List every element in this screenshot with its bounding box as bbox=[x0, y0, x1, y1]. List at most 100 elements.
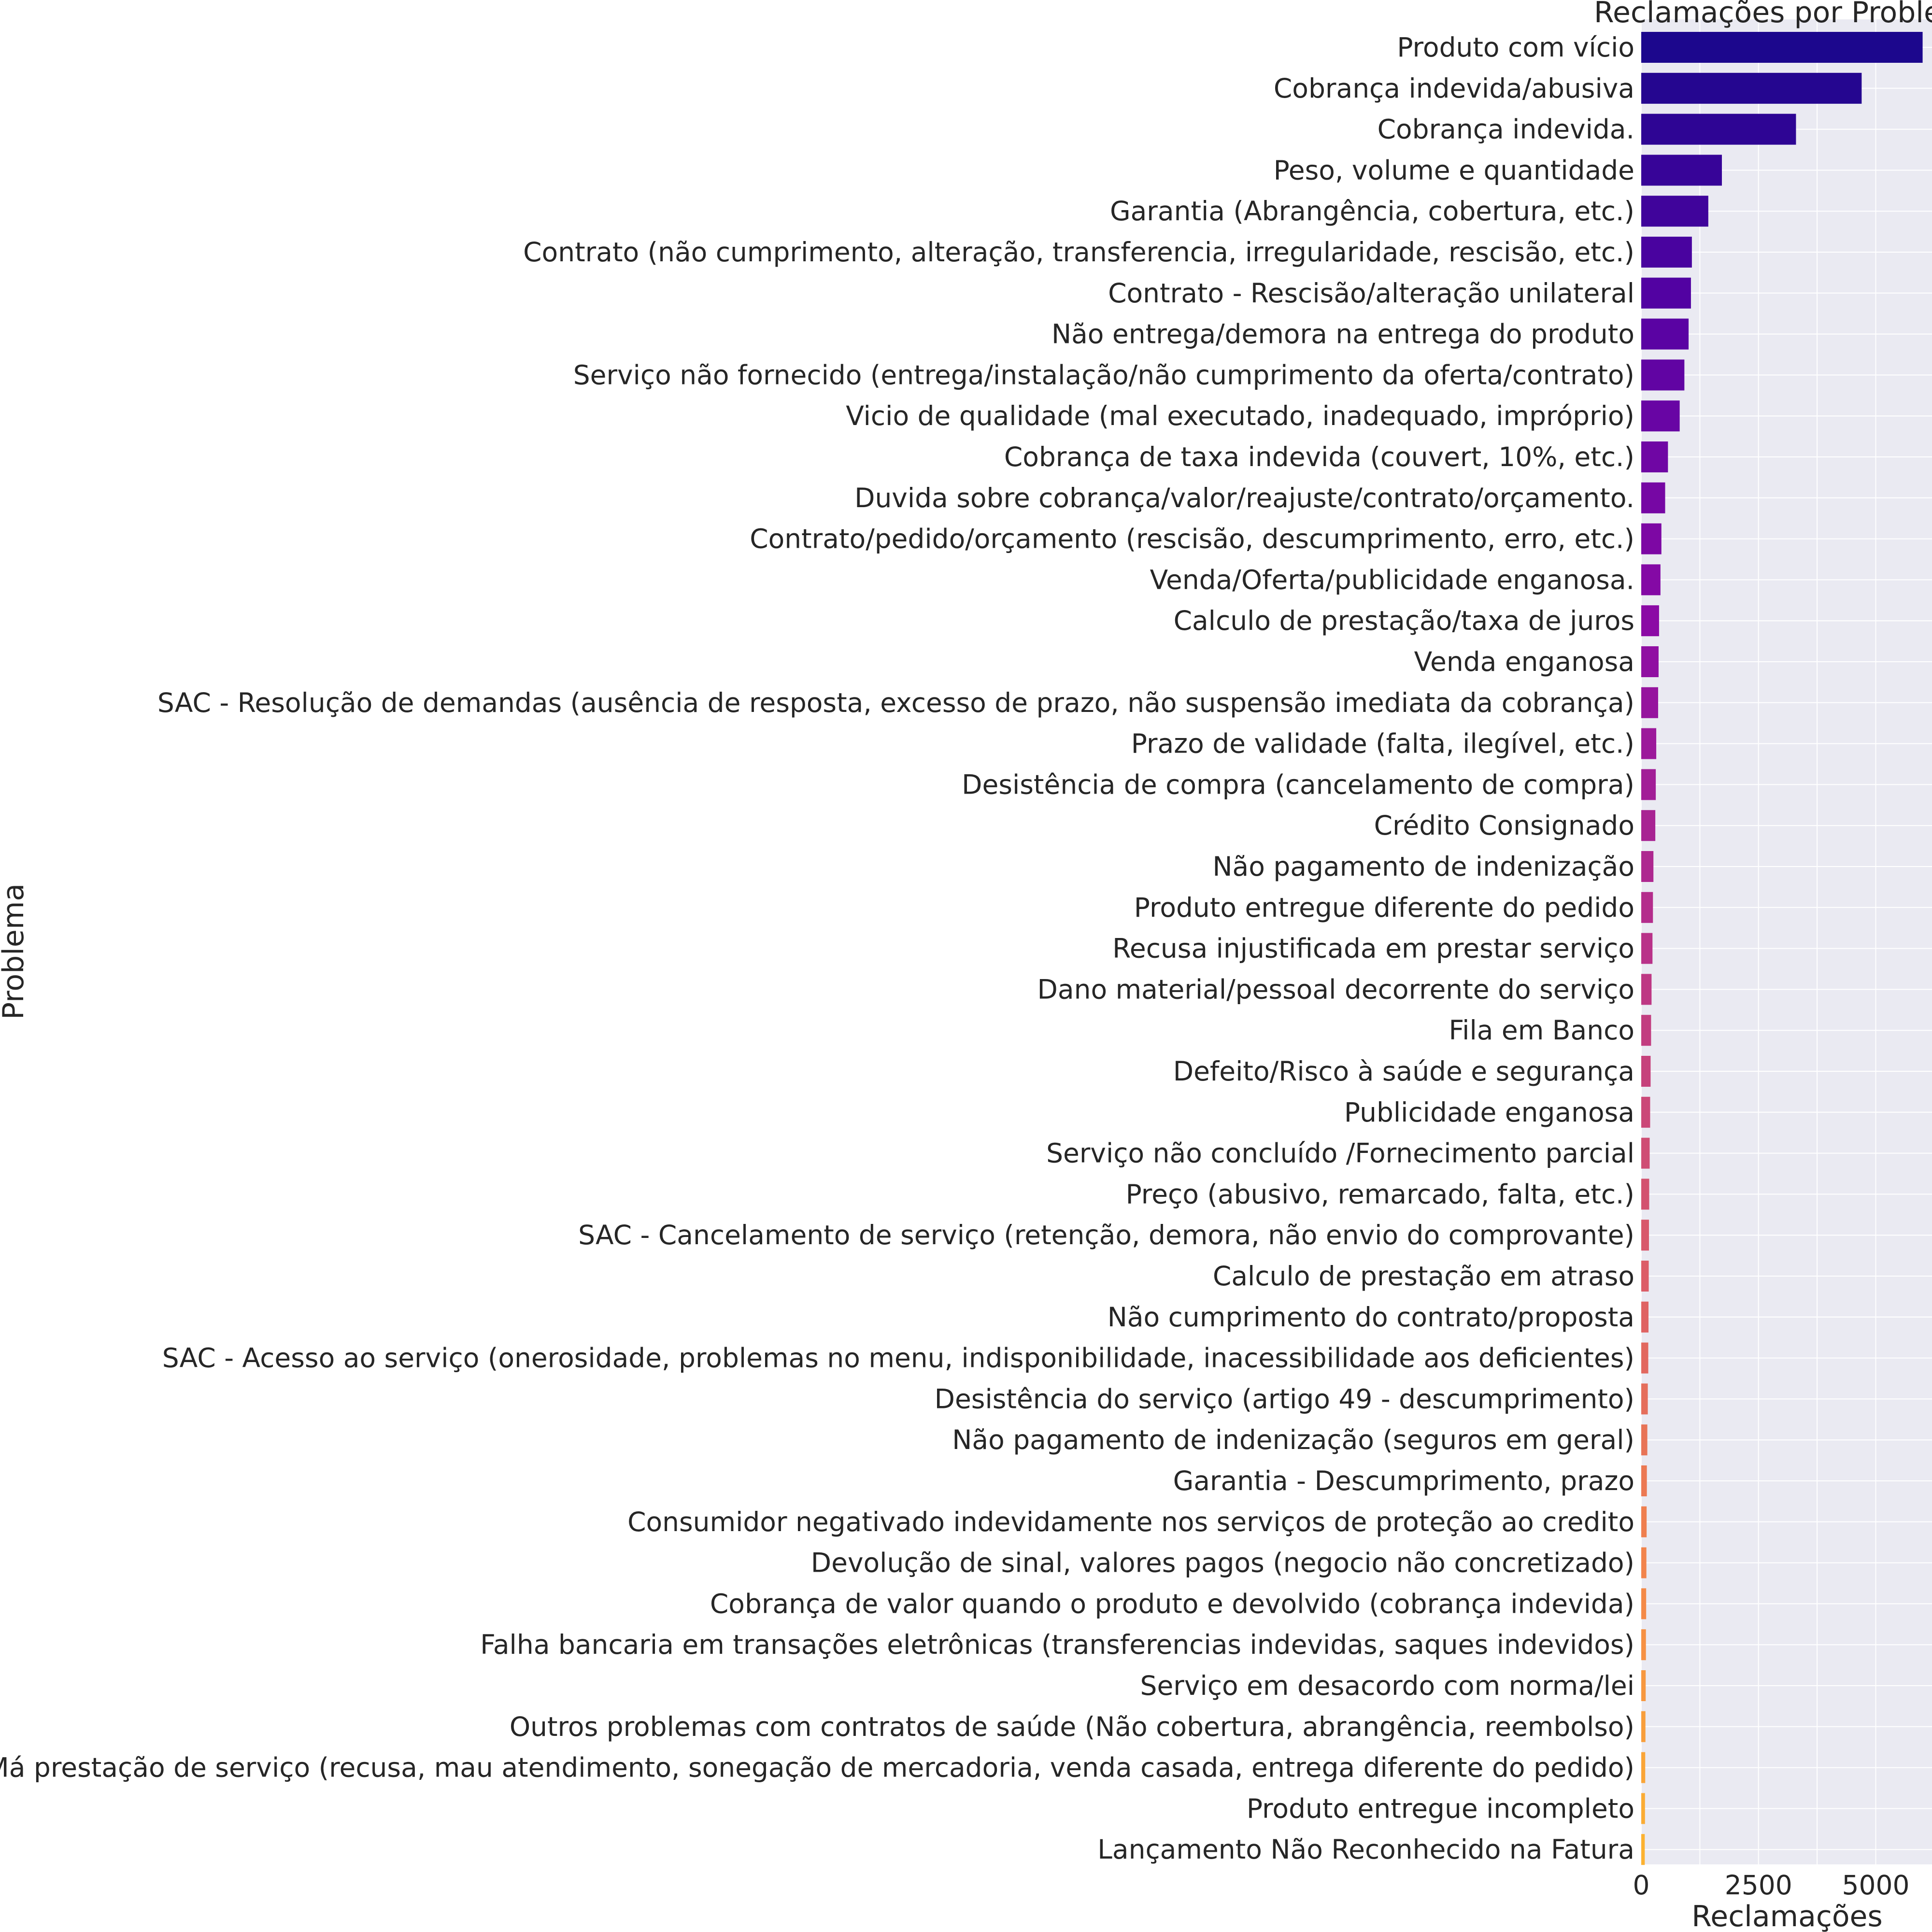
category-label-18: Desistência de compra (cancelamento de c… bbox=[962, 769, 1634, 800]
bar-12 bbox=[1641, 523, 1662, 554]
category-label-44: Lançamento Não Reconhecido na Fatura bbox=[1097, 1834, 1634, 1865]
bar-19 bbox=[1641, 810, 1656, 841]
bar-7 bbox=[1641, 318, 1689, 350]
bar-43 bbox=[1641, 1793, 1645, 1824]
x-axis-title: Reclamações bbox=[1691, 1900, 1882, 1932]
category-labels: Produto com vício Cobrança indevida/abusi… bbox=[0, 32, 1634, 1865]
category-label-14: Calculo de prestação/taxa de juros bbox=[1174, 605, 1634, 636]
bar-41 bbox=[1641, 1711, 1646, 1742]
category-label-12: Contrato/pedido/orçamento (rescisão, des… bbox=[750, 524, 1634, 554]
bar-40 bbox=[1641, 1670, 1646, 1701]
category-label-19: Crédito Consignado bbox=[1374, 810, 1634, 841]
bar-0 bbox=[1641, 32, 1923, 63]
category-label-33: Desistência do serviço (artigo 49 - desc… bbox=[935, 1383, 1634, 1414]
category-label-30: Calculo de prestação em atraso bbox=[1213, 1261, 1634, 1292]
category-label-11: Duvida sobre cobrança/valor/reajuste/con… bbox=[854, 483, 1634, 513]
bar-10 bbox=[1641, 441, 1668, 472]
category-label-26: Publicidade enganosa bbox=[1344, 1097, 1634, 1128]
bar-11 bbox=[1641, 482, 1665, 513]
bar-34 bbox=[1641, 1424, 1648, 1456]
category-label-2: Cobrança indevida. bbox=[1378, 114, 1634, 145]
bar-6 bbox=[1641, 277, 1691, 309]
x-tick-label-0: 0 bbox=[1633, 1870, 1650, 1901]
category-label-8: Serviço não fornecido (entrega/instalaçã… bbox=[573, 359, 1634, 390]
category-label-41: Outros problemas com contratos de saúde … bbox=[510, 1711, 1634, 1742]
bar-16 bbox=[1641, 687, 1658, 718]
category-label-24: Fila em Banco bbox=[1449, 1015, 1634, 1046]
bar-33 bbox=[1641, 1383, 1648, 1415]
bar-2 bbox=[1641, 114, 1796, 145]
bar-3 bbox=[1641, 155, 1722, 186]
bar-5 bbox=[1641, 237, 1692, 268]
bar-13 bbox=[1641, 564, 1661, 596]
bar-42 bbox=[1641, 1752, 1646, 1783]
bar-38 bbox=[1641, 1588, 1647, 1619]
x-tick-label-2: 5000 bbox=[1842, 1870, 1909, 1901]
category-label-37: Devolução de sinal, valores pagos (negoc… bbox=[811, 1548, 1634, 1578]
bar-25 bbox=[1641, 1056, 1651, 1087]
bar-9 bbox=[1641, 400, 1680, 432]
category-label-10: Cobrança de taxa indevida (couvert, 10%,… bbox=[1004, 441, 1634, 472]
bar-21 bbox=[1641, 892, 1653, 923]
bar-4 bbox=[1641, 196, 1708, 227]
x-tick-labels: 0 2500 5000 bbox=[1633, 1870, 1910, 1901]
category-label-4: Garantia (Abrangência, cobertura, etc.) bbox=[1110, 196, 1634, 227]
bar-44 bbox=[1641, 1834, 1645, 1865]
bar-8 bbox=[1641, 359, 1685, 391]
category-label-31: Não cumprimento do contrato/proposta bbox=[1108, 1302, 1634, 1333]
category-label-3: Peso, volume e quantidade bbox=[1274, 155, 1634, 185]
bar-29 bbox=[1641, 1220, 1649, 1251]
bar-31 bbox=[1641, 1301, 1649, 1333]
chart-title: Reclamações por Proble bbox=[1594, 0, 1932, 29]
bar-26 bbox=[1641, 1096, 1650, 1128]
category-label-13: Venda/Oferta/publicidade enganosa. bbox=[1150, 564, 1634, 595]
bar-14 bbox=[1641, 605, 1659, 637]
x-tick-label-1: 2500 bbox=[1725, 1870, 1792, 1901]
bar-24 bbox=[1641, 1015, 1651, 1046]
bar-30 bbox=[1641, 1261, 1649, 1292]
category-label-29: SAC - Cancelamento de serviço (retenção,… bbox=[578, 1220, 1634, 1250]
bar-18 bbox=[1641, 769, 1656, 800]
category-label-27: Serviço não concluído /Fornecimento parc… bbox=[1046, 1138, 1634, 1169]
category-label-28: Preço (abusivo, remarcado, falta, etc.) bbox=[1126, 1179, 1634, 1209]
plot-background bbox=[1641, 19, 1932, 1864]
bar-15 bbox=[1641, 646, 1659, 677]
category-label-20: Não pagamento de indenização bbox=[1212, 851, 1634, 882]
category-label-1: Cobrança indevida/abusiva bbox=[1274, 73, 1634, 104]
category-label-0: Produto com vício bbox=[1397, 32, 1634, 63]
category-label-35: Garantia - Descumprimento, prazo bbox=[1173, 1465, 1634, 1496]
category-label-9: Vicio de qualidade (mal executado, inade… bbox=[846, 400, 1634, 431]
category-label-34: Não pagamento de indenização (seguros em… bbox=[952, 1424, 1634, 1455]
bar-28 bbox=[1641, 1179, 1649, 1210]
category-label-7: Não entrega/demora na entrega do produto bbox=[1051, 319, 1634, 350]
bar-39 bbox=[1641, 1629, 1646, 1661]
bar-36 bbox=[1641, 1506, 1647, 1537]
category-label-25: Defeito/Risco à saúde e segurança bbox=[1173, 1056, 1634, 1087]
category-label-40: Serviço em desacordo com norma/lei bbox=[1140, 1670, 1634, 1701]
category-label-15: Venda enganosa bbox=[1414, 646, 1634, 677]
bar-1 bbox=[1641, 72, 1862, 104]
category-label-6: Contrato - Rescisão/alteração unilateral bbox=[1108, 278, 1634, 309]
category-label-43: Produto entregue incompleto bbox=[1247, 1793, 1634, 1824]
category-label-36: Consumidor negativado indevidamente nos … bbox=[627, 1506, 1634, 1537]
category-label-42: Má prestação de serviço (recusa, mau ate… bbox=[0, 1752, 1634, 1783]
bar-20 bbox=[1641, 851, 1654, 882]
category-label-21: Produto entregue diferente do pedido bbox=[1134, 892, 1634, 923]
category-label-16: SAC - Resolução de demandas (ausência de… bbox=[157, 687, 1634, 718]
category-label-23: Dano material/pessoal decorrente do serv… bbox=[1037, 974, 1634, 1005]
category-label-38: Cobrança de valor quando o produto e dev… bbox=[710, 1588, 1634, 1619]
bar-35 bbox=[1641, 1465, 1647, 1496]
bar-23 bbox=[1641, 974, 1652, 1005]
category-label-5: Contrato (não cumprimento, alteração, tr… bbox=[523, 237, 1634, 268]
category-label-22: Recusa injustificada em prestar serviço bbox=[1112, 933, 1634, 964]
category-label-32: SAC - Acesso ao serviço (onerosidade, pr… bbox=[162, 1343, 1634, 1374]
bar-37 bbox=[1641, 1547, 1647, 1578]
bar-32 bbox=[1641, 1342, 1648, 1374]
bar-17 bbox=[1641, 728, 1657, 759]
category-label-17: Prazo de validade (falta, ilegível, etc.… bbox=[1131, 728, 1634, 759]
bar-22 bbox=[1641, 933, 1653, 964]
bars bbox=[1641, 32, 1923, 1865]
y-axis-title: Problema bbox=[0, 883, 30, 1020]
bar-27 bbox=[1641, 1137, 1650, 1169]
